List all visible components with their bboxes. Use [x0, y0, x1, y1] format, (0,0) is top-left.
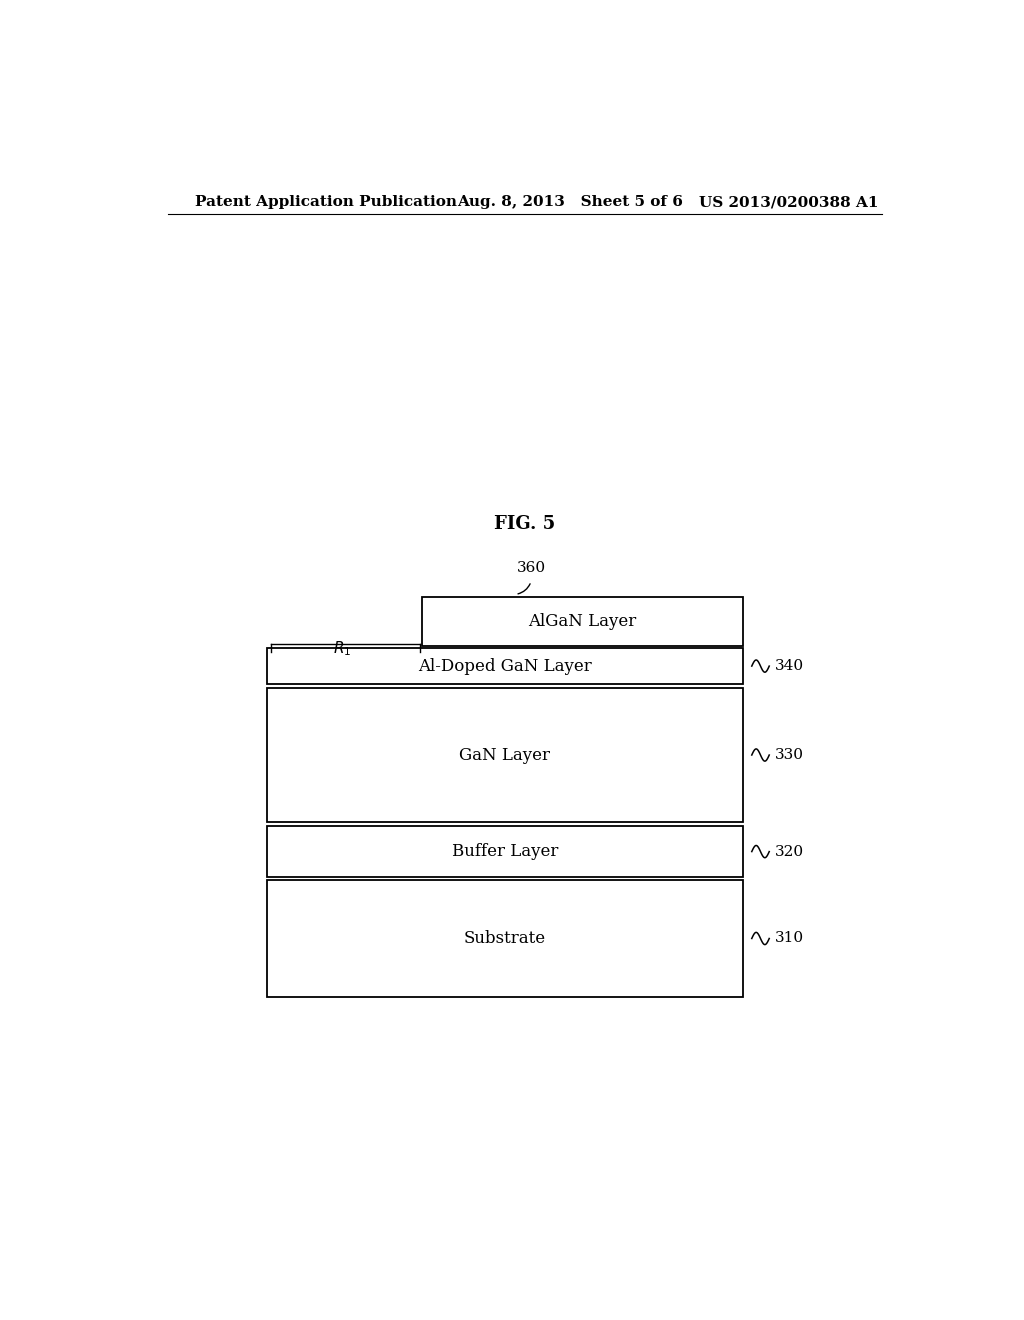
Text: Substrate: Substrate [464, 931, 546, 946]
Bar [267, 688, 743, 822]
Text: AlGaN Layer: AlGaN Layer [528, 614, 637, 631]
Text: 330: 330 [775, 748, 804, 762]
Text: Buffer Layer: Buffer Layer [452, 843, 558, 861]
Text: 310: 310 [775, 932, 804, 945]
Text: US 2013/0200388 A1: US 2013/0200388 A1 [699, 195, 879, 209]
Text: FIG. 5: FIG. 5 [495, 515, 555, 533]
Text: 340: 340 [775, 659, 804, 673]
Text: Aug. 8, 2013   Sheet 5 of 6: Aug. 8, 2013 Sheet 5 of 6 [458, 195, 683, 209]
Bar [422, 598, 743, 647]
Text: Patent Application Publication: Patent Application Publication [196, 195, 458, 209]
Bar [267, 880, 743, 997]
Text: 320: 320 [775, 845, 804, 858]
Text: Al-Doped GaN Layer: Al-Doped GaN Layer [418, 657, 592, 675]
Bar [267, 826, 743, 876]
Text: 360: 360 [516, 561, 546, 576]
Text: GaN Layer: GaN Layer [460, 747, 551, 763]
Bar [267, 648, 743, 684]
Text: $R_1$: $R_1$ [333, 640, 351, 659]
